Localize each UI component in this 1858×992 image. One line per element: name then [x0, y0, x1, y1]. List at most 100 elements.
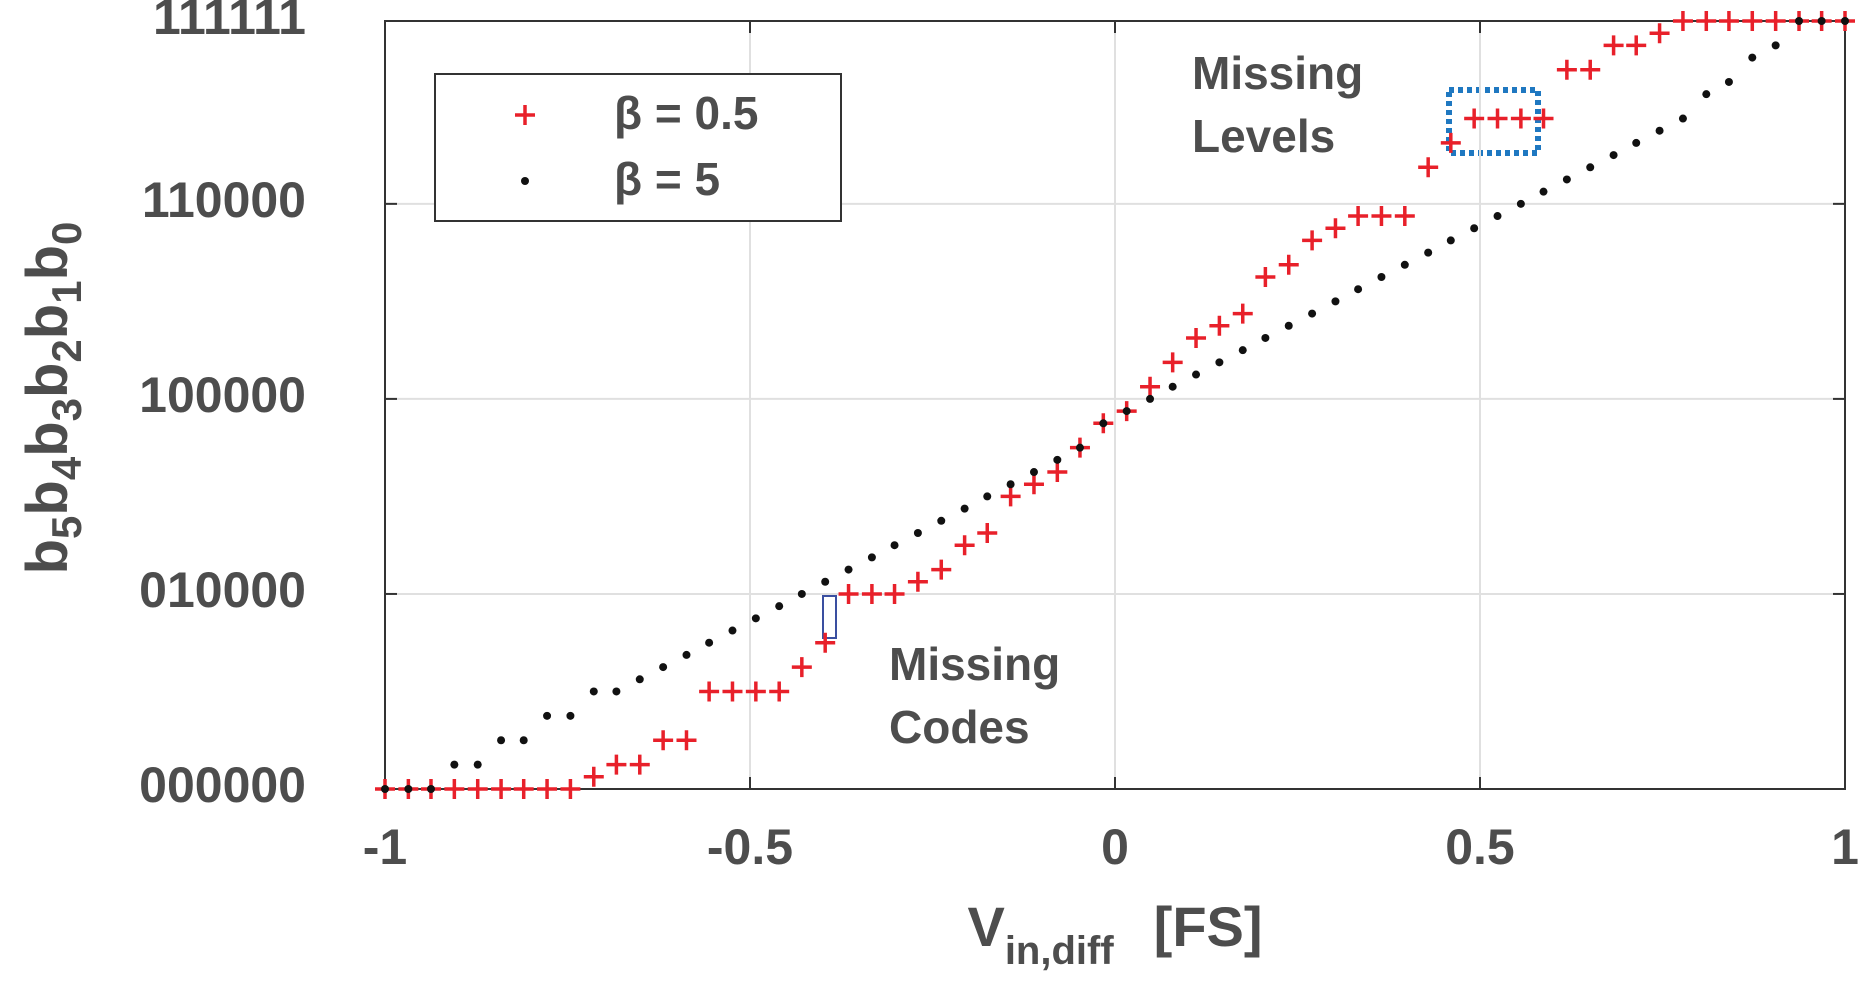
dot-marker	[473, 760, 482, 769]
y-label-sub: 3	[43, 398, 90, 421]
y-tick-label: 010000	[139, 562, 306, 618]
dot-marker	[519, 736, 528, 745]
plus-marker	[1140, 376, 1161, 397]
dot-marker	[1817, 17, 1826, 25]
x-label-unit: [FS]	[1154, 895, 1263, 958]
dot-marker	[1192, 370, 1201, 379]
dot-marker	[1331, 297, 1340, 306]
plus-marker	[629, 754, 650, 775]
plus-marker	[954, 535, 975, 556]
dot-marker	[1308, 309, 1317, 318]
plus-marker	[1394, 206, 1415, 227]
dot-marker	[404, 785, 413, 793]
y-label-base: b	[15, 245, 80, 280]
plus-marker	[1255, 267, 1276, 287]
dot-marker	[1099, 419, 1108, 428]
legend-label: β = 5	[614, 153, 720, 205]
dot-marker	[1748, 53, 1757, 62]
plus-marker	[838, 583, 859, 604]
dot-marker	[1795, 17, 1804, 25]
dot-marker	[589, 687, 598, 696]
plus-marker	[1023, 474, 1044, 495]
y-tick-label: 111111	[153, 0, 306, 45]
x-tick-label: 0	[1101, 819, 1129, 875]
annotation: Missing	[1192, 47, 1363, 99]
plus-marker	[583, 766, 604, 787]
annotation: Levels	[1192, 110, 1335, 162]
dot-marker	[1075, 443, 1084, 452]
dot-marker	[1377, 273, 1386, 281]
dot-marker	[682, 650, 691, 659]
x-label-main: V	[967, 895, 1004, 958]
y-label-sub: 0	[43, 222, 90, 245]
dot-marker	[1446, 236, 1455, 245]
y-label-base: b	[15, 304, 80, 339]
dot-marker	[1702, 90, 1711, 99]
legend-box	[434, 73, 842, 222]
dot-marker	[1470, 224, 1479, 233]
dot-marker	[1771, 41, 1780, 50]
plus-marker	[745, 681, 766, 702]
dot-marker	[1029, 468, 1038, 477]
plot-frame	[384, 20, 1846, 790]
plus-marker	[1278, 254, 1299, 275]
y-label-base: b	[15, 363, 80, 398]
dot-marker	[775, 602, 784, 611]
plus-marker	[699, 681, 720, 702]
plus-marker	[1487, 108, 1508, 129]
dot-marker	[1632, 138, 1641, 147]
y-tick-label: 110000	[142, 172, 306, 228]
dot-marker	[659, 663, 668, 672]
x-tick-label: 0.5	[1445, 819, 1515, 875]
dot-marker	[612, 687, 621, 696]
plus-marker	[1232, 303, 1253, 324]
dot-marker	[797, 589, 806, 598]
y-label-base: b	[15, 421, 80, 456]
plus-marker	[1626, 35, 1647, 56]
plus-marker	[1348, 206, 1369, 227]
plus-marker	[1047, 462, 1068, 483]
dot-marker	[960, 504, 969, 513]
dot-marker	[867, 553, 876, 562]
dot-marker	[821, 577, 830, 586]
plus-marker	[884, 583, 905, 604]
dot-marker	[450, 760, 459, 769]
y-label-sub: 4	[43, 456, 90, 480]
y-label-sub: 2	[43, 339, 90, 362]
y-label-base: b	[15, 539, 80, 574]
dot-marker	[1238, 346, 1247, 355]
plus-marker	[1302, 230, 1323, 251]
dot-marker	[635, 675, 644, 684]
x-tick-label: 1	[1831, 819, 1858, 875]
plus-marker	[537, 779, 558, 799]
dot-marker	[1400, 260, 1409, 269]
plus-marker	[1742, 11, 1763, 31]
x-axis-label: Vin,diff [FS]	[967, 895, 1262, 973]
plus-marker	[1533, 108, 1554, 129]
y-tick-label: 100000	[139, 367, 306, 423]
x-tick-label: -0.5	[707, 819, 793, 875]
plus-marker	[815, 632, 836, 653]
plus-marker	[1209, 315, 1230, 336]
y-label-sub: 1	[43, 280, 90, 303]
plus-marker	[1162, 352, 1183, 373]
plus-marker	[907, 571, 928, 592]
dot-marker	[1724, 77, 1733, 86]
dot-marker	[1122, 407, 1131, 416]
dot-marker	[844, 565, 853, 574]
plus-marker	[1440, 132, 1461, 153]
plus-marker	[1603, 35, 1624, 56]
dot-marker	[1354, 285, 1363, 294]
annotation: Codes	[889, 701, 1030, 753]
plus-marker	[1464, 108, 1485, 129]
plus-marker	[931, 559, 952, 580]
plus-marker	[1696, 11, 1717, 31]
dot-marker	[1261, 333, 1270, 342]
dot-marker	[728, 626, 737, 635]
dot-marker	[1493, 212, 1502, 221]
dot-marker	[751, 614, 760, 623]
dot-marker	[497, 736, 506, 745]
dot-marker	[1168, 382, 1177, 391]
plus-marker	[977, 523, 998, 543]
